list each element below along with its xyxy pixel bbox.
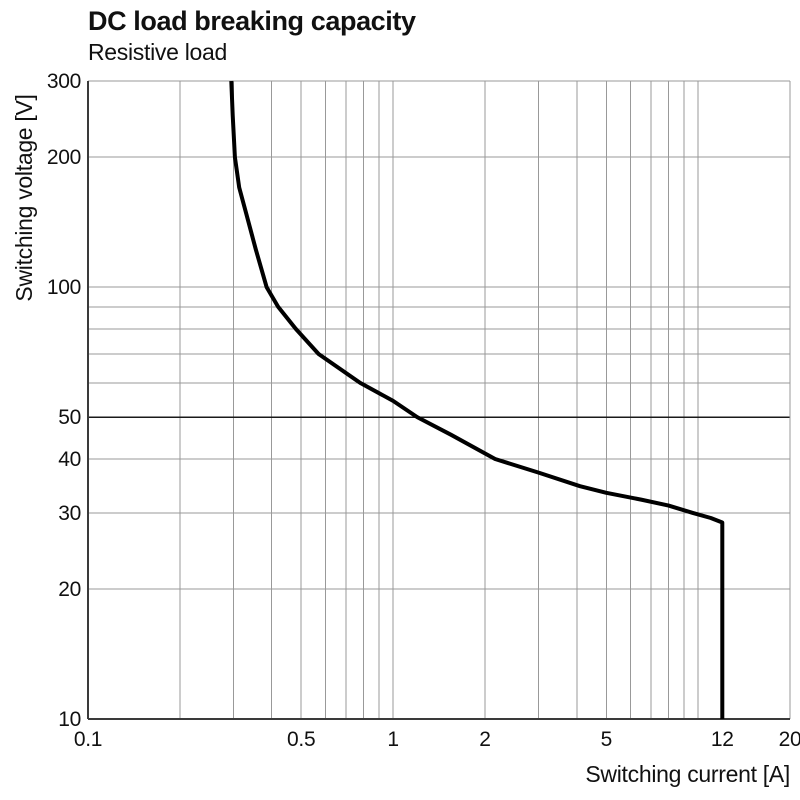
chart-title: DC load breaking capacity [88,6,416,36]
y-tick-label: 40 [58,448,81,471]
curve-layer [229,80,725,719]
y-tick-label: 20 [58,578,81,601]
x-axis-title: Switching current [A] [585,761,790,787]
x-tick-label: 20 [779,728,800,751]
x-tick-label: 1 [387,728,398,751]
x-tick-label: 5 [601,728,612,751]
y-tick-label: 200 [47,146,81,169]
y-tick-label: 50 [58,406,81,429]
x-tick-label: 12 [711,728,734,751]
y-tick-label: 300 [47,70,81,93]
y-tick-label: 10 [58,708,81,731]
grid-layer [88,81,790,719]
breaking-capacity-curve [229,80,725,719]
y-axis-title: Switching voltage [V] [11,94,37,301]
chart-subtitle: Resistive load [88,39,227,65]
y-tick-label: 30 [58,502,81,525]
plot-border [87,80,791,720]
x-tick-label: 0.5 [287,728,315,751]
x-tick-label: 0.1 [74,728,102,751]
x-tick-label: 2 [479,728,490,751]
y-tick-label: 100 [47,276,81,299]
